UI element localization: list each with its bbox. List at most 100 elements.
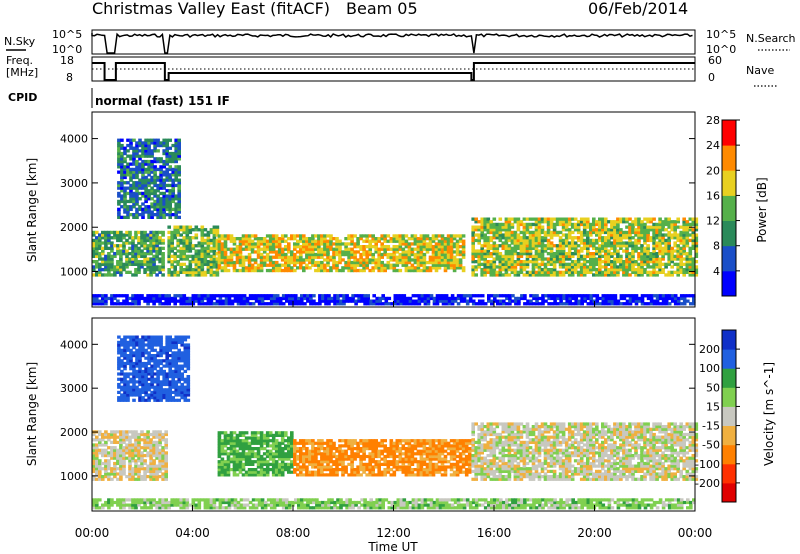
data-cell <box>269 296 274 301</box>
data-cell <box>646 257 650 261</box>
data-cell <box>537 238 542 243</box>
data-cell <box>676 265 680 269</box>
data-cell <box>144 210 148 214</box>
data-cell <box>262 255 267 259</box>
data-cell <box>293 258 297 262</box>
data-cell <box>305 263 309 267</box>
data-cell <box>582 238 587 243</box>
data-cell <box>619 233 623 237</box>
data-cell <box>147 149 151 153</box>
data-cell <box>155 252 159 256</box>
data-cell <box>688 268 693 272</box>
data-cell <box>297 296 301 301</box>
data-cell <box>384 296 389 301</box>
data-cell <box>372 302 376 306</box>
data-cell <box>155 246 159 250</box>
data-cell <box>165 382 169 387</box>
data-cell <box>363 296 367 301</box>
data-cell <box>179 262 183 266</box>
data-cell <box>122 236 126 240</box>
data-cell <box>372 299 376 303</box>
data-cell <box>274 234 279 238</box>
data-cell <box>556 302 560 306</box>
data-cell <box>637 296 642 301</box>
data-cell <box>156 183 160 188</box>
data-cell <box>95 438 99 442</box>
data-cell <box>508 302 512 306</box>
data-cell <box>182 225 186 229</box>
data-cell <box>174 388 178 392</box>
data-cell <box>226 457 231 461</box>
data-cell <box>197 265 202 269</box>
data-cell <box>185 254 190 258</box>
data-cell <box>532 302 536 306</box>
data-cell <box>138 149 142 153</box>
data-cell <box>395 255 400 259</box>
data-cell <box>401 260 406 265</box>
data-cell <box>384 299 389 303</box>
data-cell <box>141 369 145 373</box>
data-cell <box>534 252 539 256</box>
data-cell <box>586 238 590 243</box>
data-cell <box>104 273 108 277</box>
data-cell <box>676 270 680 274</box>
noise-left-tick-top: 10^5 <box>52 28 82 41</box>
data-cell <box>123 181 127 185</box>
data-cell <box>156 372 160 376</box>
data-cell <box>592 222 596 227</box>
data-cell <box>206 236 211 240</box>
data-cell <box>303 302 307 306</box>
data-cell <box>625 252 629 256</box>
data-cell <box>540 225 545 229</box>
data-cell <box>122 299 126 303</box>
data-cell <box>437 247 442 251</box>
data-cell <box>320 263 324 267</box>
data-cell <box>164 461 168 466</box>
data-cell <box>132 154 136 158</box>
data-cell <box>501 254 506 258</box>
data-cell <box>137 435 141 439</box>
data-cell <box>137 241 141 245</box>
data-cell <box>353 250 357 254</box>
data-cell <box>131 451 135 455</box>
data-cell <box>401 239 406 243</box>
data-cell <box>480 302 485 306</box>
data-cell <box>317 245 321 249</box>
data-cell <box>365 255 369 259</box>
data-cell <box>284 258 288 262</box>
data-cell <box>135 385 139 389</box>
data-cell <box>667 238 671 243</box>
data-cell <box>180 385 184 389</box>
data-cell <box>226 247 231 251</box>
data-cell <box>571 302 575 306</box>
data-cell <box>182 294 187 298</box>
data-cell <box>441 302 446 306</box>
data-cell <box>244 245 249 249</box>
data-cell <box>333 299 337 303</box>
data-cell <box>113 430 117 434</box>
data-cell <box>528 252 533 256</box>
data-cell <box>568 302 572 306</box>
data-cell <box>537 225 542 229</box>
data-cell <box>101 233 105 237</box>
data-cell <box>257 299 262 303</box>
data-cell <box>458 250 463 254</box>
data-cell <box>162 149 166 153</box>
data-cell <box>489 268 494 272</box>
data-cell <box>129 162 133 166</box>
data-cell <box>567 273 572 277</box>
data-cell <box>153 338 157 342</box>
data-cell <box>215 273 220 277</box>
data-cell <box>528 244 533 248</box>
data-cell <box>510 233 515 237</box>
data-cell <box>443 242 448 246</box>
data-cell <box>314 260 318 265</box>
data-cell <box>104 443 108 447</box>
data-cell <box>392 239 397 243</box>
data-cell <box>652 238 656 243</box>
data-cell <box>661 236 665 240</box>
data-cell <box>323 263 327 267</box>
data-cell <box>383 250 387 254</box>
data-cell <box>537 241 542 245</box>
data-cell <box>144 194 148 198</box>
